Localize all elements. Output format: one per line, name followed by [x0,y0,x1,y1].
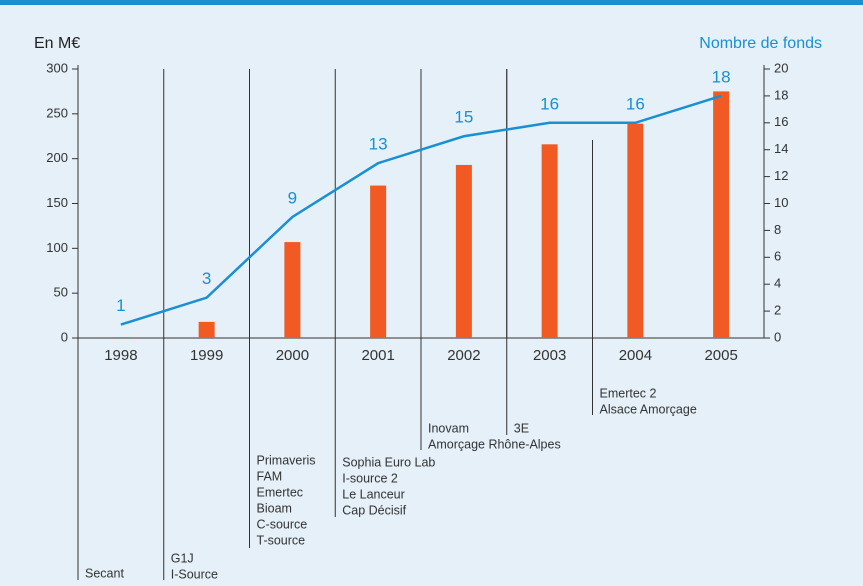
x-tick-label: 1999 [190,347,223,364]
annotation: I-source 2 [342,471,398,485]
annotation: 3E [514,421,529,435]
y2-tick-label: 18 [774,87,788,102]
annotation: Secant [85,566,124,580]
data-label: 15 [454,108,473,127]
data-label: 1 [116,296,125,315]
data-label: 3 [202,269,211,288]
y2-tick-label: 10 [774,195,788,210]
annotation: Inovam [428,421,469,435]
bar [455,164,472,338]
annotation: Emertec 2 [600,386,657,400]
y2-tick-label: 16 [774,114,788,129]
annotation: Sophia Euro Lab [342,455,435,469]
y2-tick-label: 2 [774,303,781,318]
y-tick-label: 50 [54,285,68,300]
y2-tick-label: 6 [774,249,781,264]
y-tick-label: 200 [46,150,68,165]
y-tick-label: 0 [61,329,68,344]
y-axis-label: En M€ [34,35,80,52]
x-tick-label: 2000 [276,347,309,364]
x-tick-label: 2004 [619,347,652,364]
annotation: T-source [257,533,306,547]
annotation: Alsace Amorçage [600,402,697,416]
y2-tick-label: 8 [774,222,781,237]
top-rule [0,0,863,5]
annotation: I-Source [171,567,218,581]
x-tick-label: 2003 [533,347,566,364]
annotation: Cap Décisif [342,503,406,517]
y-tick-label: 150 [46,195,68,210]
data-label: 9 [288,188,297,207]
annotation: Bioam [257,501,292,515]
y2-tick-label: 14 [774,141,788,156]
bar [370,185,387,338]
annotation: Le Lanceur [342,487,405,501]
y2-tick-label: 4 [774,276,781,291]
annotation: G1J [171,551,194,565]
y2-tick-label: 20 [774,60,788,75]
x-tick-label: 2002 [447,347,480,364]
annotation: Amorçage Rhône-Alpes [428,437,561,451]
bar [284,242,301,338]
annotation: Emertec [257,485,304,499]
bar [541,144,558,338]
bar [112,337,129,338]
annotation: FAM [257,469,283,483]
data-label: 16 [540,94,559,113]
x-tick-label: 2001 [361,347,394,364]
bar [198,321,215,338]
y2-tick-label: 0 [774,329,781,344]
y2-tick-label: 12 [774,168,788,183]
data-label: 13 [369,135,388,154]
annotation: C-source [257,517,308,531]
data-label: 16 [626,94,645,113]
bar [627,123,644,339]
bar [713,91,730,339]
y-tick-label: 300 [46,60,68,75]
line [120,94,722,326]
y-tick-label: 100 [46,240,68,255]
y-tick-label: 250 [46,105,68,120]
y2-axis-label: Nombre de fonds [699,35,822,52]
annotation: Primaveris [257,453,316,467]
x-tick-label: 1998 [104,347,137,364]
x-tick-label: 2005 [704,347,737,364]
data-label: 18 [712,67,731,86]
